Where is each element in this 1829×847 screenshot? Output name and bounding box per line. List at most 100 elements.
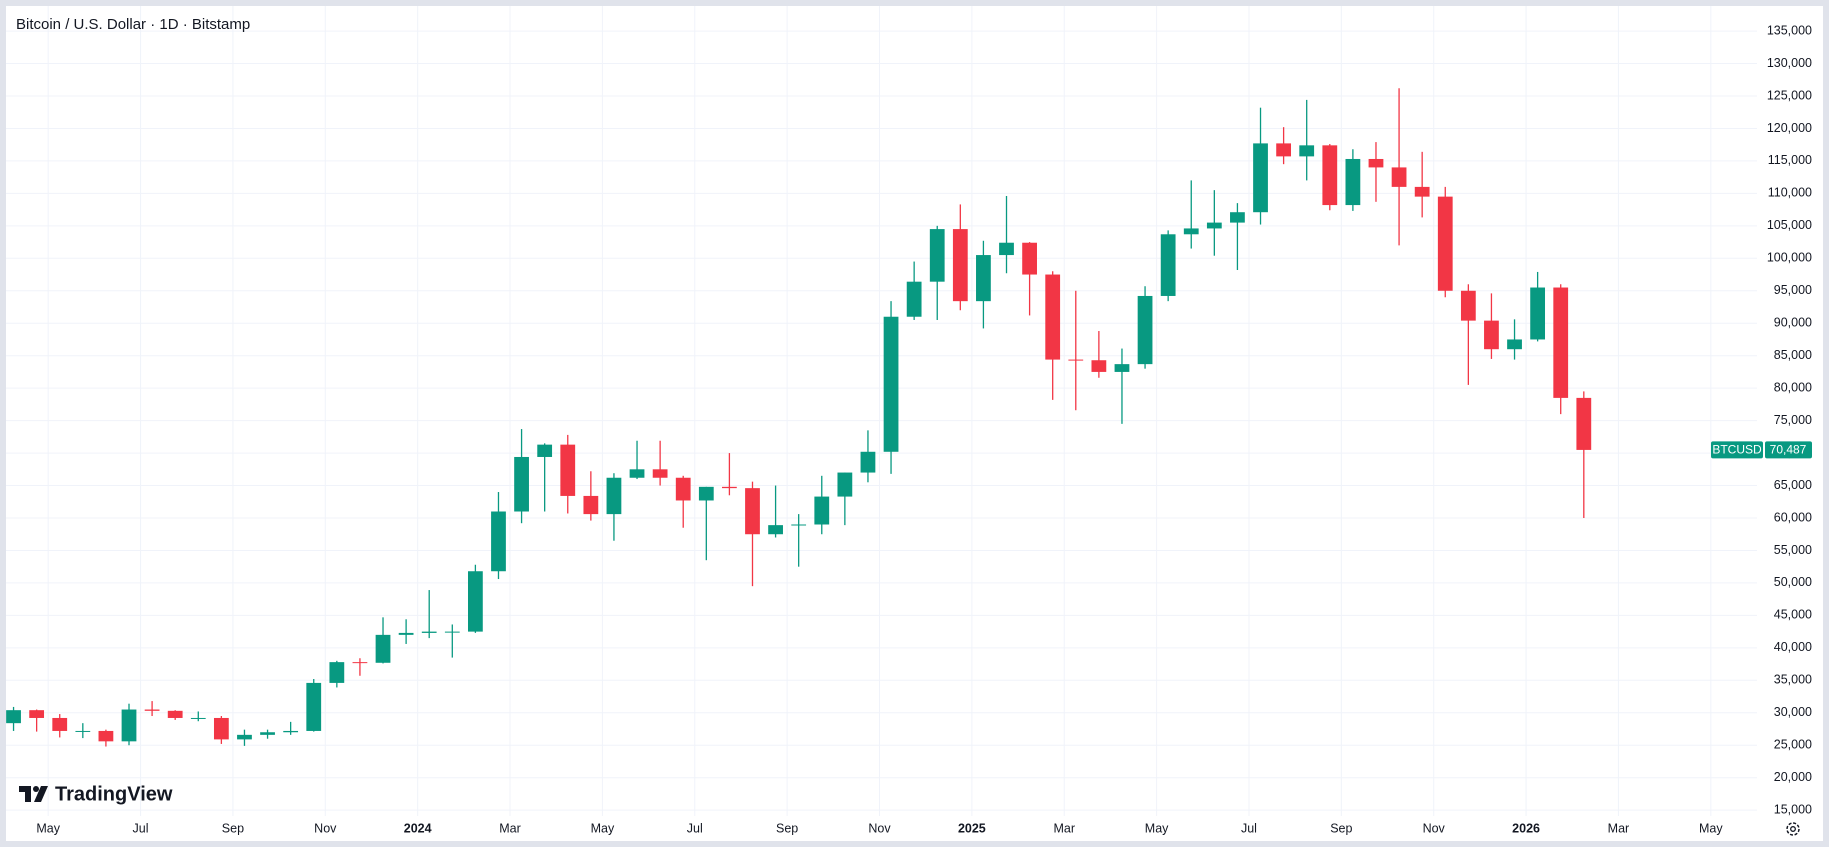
candle-body (1183, 228, 1199, 235)
y-tick-label: 80,000 (1774, 380, 1812, 394)
candle-body (167, 710, 183, 718)
x-tick-label: Nov (868, 821, 891, 835)
candle-body (1368, 158, 1384, 168)
candle-body (1345, 158, 1361, 206)
candle-body (352, 662, 368, 664)
x-tick-label: Nov (1423, 821, 1446, 835)
candle-body (283, 730, 299, 733)
candle-body (1022, 242, 1037, 275)
candle-body (421, 631, 437, 633)
candle-body (537, 444, 553, 457)
candle-body (837, 472, 853, 497)
candle-body (1530, 287, 1546, 340)
x-tick-label: Mar (1608, 821, 1630, 835)
logo-dot (33, 786, 39, 792)
y-tick-label: 50,000 (1774, 575, 1812, 589)
candle-body (1045, 274, 1061, 360)
candle-body (883, 316, 899, 452)
candle-body (629, 469, 645, 478)
candle-body (1391, 167, 1407, 187)
y-tick-label: 100,000 (1767, 251, 1812, 265)
candle-body (1253, 143, 1268, 213)
candle-body (652, 469, 668, 478)
candle-body (1484, 320, 1499, 350)
x-tick-label: Mar (499, 821, 521, 835)
y-tick-label: 45,000 (1774, 608, 1812, 622)
candle-body (606, 477, 622, 515)
candle-body (906, 281, 922, 317)
candle-body (237, 734, 252, 740)
y-tick-label: 110,000 (1768, 186, 1812, 200)
x-tick-label: Jul (133, 821, 149, 835)
brand-logo (19, 786, 48, 802)
y-tick-label: 125,000 (1767, 88, 1812, 102)
candle-body (514, 456, 529, 512)
y-tick-label: 115,000 (1768, 153, 1812, 167)
x-tick-label: 2024 (404, 821, 432, 835)
candle-body (1230, 212, 1245, 223)
candle-body (1160, 234, 1176, 296)
candle-body (6, 710, 21, 724)
candle-body (491, 511, 506, 572)
candle-body (121, 709, 137, 742)
candle-body (375, 634, 391, 663)
logo-shape (34, 786, 48, 802)
y-tick-label: 95,000 (1774, 283, 1812, 297)
chart-background (6, 6, 1823, 841)
x-tick-label: May (1145, 821, 1169, 835)
y-tick-label: 85,000 (1774, 348, 1812, 362)
x-tick-label: May (591, 821, 615, 835)
candle-body (860, 451, 876, 473)
y-tick-label: 120,000 (1767, 121, 1812, 135)
y-tick-label: 15,000 (1774, 802, 1812, 816)
candle-body (791, 524, 807, 526)
candle-body (814, 496, 830, 525)
candle-body (1276, 143, 1292, 157)
y-tick-label: 135,000 (1767, 23, 1812, 37)
x-tick-label: Jul (1241, 821, 1257, 835)
gear-outer (1786, 822, 1800, 836)
candle-body (1414, 186, 1430, 197)
candle-body (1299, 145, 1315, 157)
y-tick-label: 40,000 (1774, 640, 1812, 654)
y-tick-label: 30,000 (1774, 705, 1812, 719)
y-tick-label: 90,000 (1774, 316, 1812, 330)
candle-body (75, 730, 91, 732)
candle-body (999, 242, 1014, 256)
logo-shape (19, 786, 31, 802)
candle-body (398, 632, 414, 635)
y-tick-label: 25,000 (1774, 738, 1812, 752)
x-tick-label: May (1699, 821, 1723, 835)
y-tick-label: 130,000 (1767, 56, 1812, 70)
candle-body (260, 732, 275, 735)
y-tick-label: 65,000 (1774, 478, 1812, 492)
candle-body (467, 571, 483, 632)
candle-body (306, 682, 322, 731)
y-tick-label: 20,000 (1774, 770, 1812, 784)
candle-body (698, 486, 714, 501)
settings-icon[interactable] (1786, 822, 1800, 836)
candle-body (976, 255, 991, 302)
candle-body (1068, 359, 1084, 361)
candles (6, 88, 1592, 747)
axes: 15,000 20,000 25,000 30,000 35,000 40,000 45,0… (36, 23, 1812, 835)
price-text: 70,487 (1770, 443, 1807, 457)
grid (6, 6, 1757, 816)
candle-body (1206, 222, 1222, 229)
y-tick-label: 55,000 (1774, 543, 1812, 557)
candle-body (1576, 397, 1592, 450)
y-tick-label: 35,000 (1774, 673, 1812, 687)
y-tick-label: 105,000 (1767, 218, 1812, 232)
candle-body (1507, 339, 1522, 350)
x-tick-label: Sep (222, 821, 244, 835)
candle-body (1091, 360, 1107, 372)
x-tick-label: Nov (314, 821, 337, 835)
candle-body (444, 631, 460, 633)
candle-body (952, 229, 968, 302)
price-badge (1765, 441, 1812, 459)
candle-body (29, 710, 45, 718)
candle-body (1137, 295, 1153, 365)
x-tick-label: Mar (1053, 821, 1075, 835)
